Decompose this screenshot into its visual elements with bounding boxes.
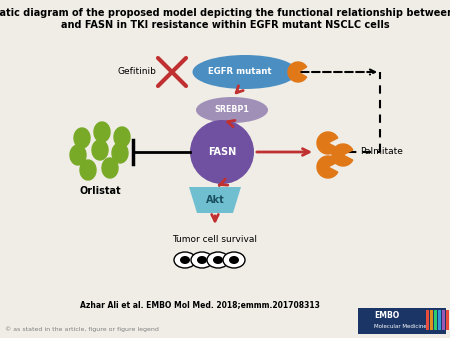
Polygon shape: [94, 122, 110, 142]
Text: Molecular Medicine: Molecular Medicine: [374, 323, 427, 329]
Bar: [430, 310, 433, 330]
Text: FASN: FASN: [208, 147, 236, 157]
Text: and FASN in TKI resistance within EGFR mutant NSCLC cells: and FASN in TKI resistance within EGFR m…: [61, 20, 389, 30]
Polygon shape: [114, 127, 130, 147]
Text: EGFR mutant: EGFR mutant: [208, 68, 272, 76]
Ellipse shape: [174, 252, 196, 268]
Polygon shape: [102, 158, 118, 178]
Ellipse shape: [229, 256, 239, 264]
Bar: [446, 310, 449, 330]
Text: © as stated in the article, figure or figure legend: © as stated in the article, figure or fi…: [5, 327, 159, 332]
Ellipse shape: [191, 252, 213, 268]
Circle shape: [190, 120, 254, 184]
Polygon shape: [112, 143, 128, 163]
Polygon shape: [317, 132, 338, 154]
Polygon shape: [317, 156, 338, 178]
Polygon shape: [70, 145, 86, 165]
Text: Azhar Ali et al. EMBO Mol Med. 2018;emmm.201708313: Azhar Ali et al. EMBO Mol Med. 2018;emmm…: [80, 300, 320, 309]
Text: Akt: Akt: [206, 195, 225, 205]
Polygon shape: [189, 187, 241, 213]
Ellipse shape: [180, 256, 190, 264]
Ellipse shape: [193, 55, 297, 89]
Polygon shape: [288, 62, 306, 82]
Ellipse shape: [223, 252, 245, 268]
Text: Schematic diagram of the proposed model depicting the functional relationship be: Schematic diagram of the proposed model …: [0, 8, 450, 18]
Text: Tumor cell survival: Tumor cell survival: [172, 235, 257, 244]
Ellipse shape: [197, 256, 207, 264]
Text: Gefitinib: Gefitinib: [117, 68, 156, 76]
Bar: [426, 310, 429, 330]
Polygon shape: [80, 160, 96, 180]
Polygon shape: [332, 144, 353, 166]
Bar: [438, 310, 441, 330]
Ellipse shape: [196, 97, 268, 123]
Polygon shape: [74, 128, 90, 148]
Ellipse shape: [207, 252, 229, 268]
Text: EMBO: EMBO: [374, 312, 399, 320]
Bar: [442, 310, 445, 330]
Polygon shape: [92, 140, 108, 160]
Text: Orlistat: Orlistat: [79, 186, 121, 196]
Text: Palmitate: Palmitate: [360, 147, 403, 156]
Bar: [434, 310, 437, 330]
FancyBboxPatch shape: [358, 308, 446, 334]
Ellipse shape: [213, 256, 223, 264]
Text: SREBP1: SREBP1: [215, 105, 249, 115]
